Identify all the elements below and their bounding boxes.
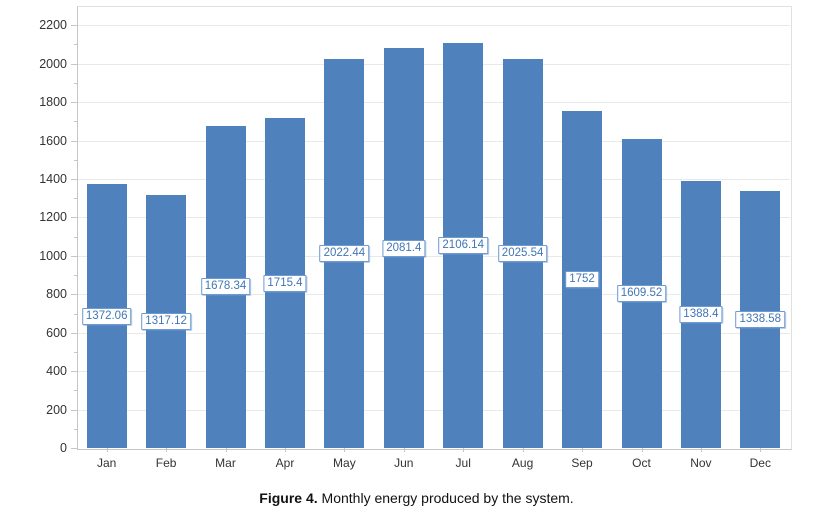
ytick-minor-1500 [74, 159, 77, 161]
xtick-oct [641, 448, 643, 452]
figure-caption: Figure 4. Monthly energy produced by the… [0, 490, 833, 506]
ytick-minor-100 [74, 428, 77, 430]
bar-label-aug: 2025.54 [497, 244, 548, 262]
figure-caption-number: Figure 4. [259, 490, 318, 506]
xtick-jan [106, 448, 108, 452]
bar-label-jul: 2106.14 [438, 237, 488, 255]
month-label-jun: Jun [394, 456, 414, 470]
xtick-dec [760, 448, 762, 452]
bar-label-jun: 2081.4 [382, 239, 426, 257]
ytick-minor-300 [74, 390, 77, 392]
xtick-mar [225, 448, 227, 452]
xtick-may [344, 448, 346, 452]
ytick-label-1000: 1000 [39, 248, 67, 263]
xtick-jul [463, 448, 465, 452]
gridline-2000 [78, 63, 790, 65]
ytick-minor-1700 [74, 121, 77, 123]
gridline-600 [78, 332, 790, 334]
ytick-major-1800 [71, 102, 77, 104]
xtick-nov [700, 448, 702, 452]
ytick-major-800 [71, 294, 77, 296]
month-label-may: May [333, 456, 356, 470]
gridline-2200 [78, 25, 790, 27]
ytick-major-1000 [71, 255, 77, 257]
bar-label-dec: 1338.58 [735, 310, 786, 328]
gridline-1400 [78, 179, 790, 180]
bar-label-may: 2022.44 [319, 245, 370, 263]
ytick-label-1800: 1800 [39, 95, 67, 110]
gridline-1800 [78, 102, 790, 104]
xtick-feb [166, 448, 168, 452]
ytick-major-600 [71, 332, 77, 334]
ytick-label-800: 800 [46, 287, 67, 302]
ytick-major-400 [71, 371, 77, 373]
gridline-1200 [78, 217, 790, 219]
ytick-label-1200: 1200 [39, 210, 67, 225]
month-label-mar: Mar [215, 456, 236, 470]
month-label-jan: Jan [97, 456, 117, 470]
bar-label-mar: 1678.34 [200, 278, 251, 296]
bar-label-apr: 1715.4 [263, 274, 307, 292]
ytick-label-400: 400 [46, 364, 67, 379]
month-label-feb: Feb [155, 456, 177, 470]
month-label-apr: Apr [275, 456, 295, 470]
ytick-major-1600 [71, 140, 77, 142]
ytick-major-2200 [71, 25, 77, 27]
ytick-major-1400 [71, 179, 77, 180]
month-label-nov: Nov [690, 456, 712, 470]
xtick-jun [403, 448, 405, 452]
ytick-label-2000: 2000 [39, 56, 67, 71]
ytick-major-1200 [71, 217, 77, 219]
bar-label-nov: 1388.4 [679, 306, 723, 324]
month-label-sep: Sep [571, 456, 593, 470]
ytick-minor-1900 [74, 82, 77, 84]
plot-area-border [77, 6, 792, 450]
bar-label-feb: 1317.12 [141, 312, 191, 330]
ytick-label-2200: 2200 [39, 18, 67, 33]
ytick-minor-1300 [74, 198, 77, 200]
ytick-minor-500 [74, 351, 77, 353]
ytick-label-200: 200 [46, 402, 67, 417]
ytick-major-0 [71, 448, 77, 449]
gridline-800 [78, 294, 790, 296]
xtick-sep [582, 448, 583, 452]
monthly-energy-bar-chart: 0 200 400 600 800 1000 1200 1400 1600 1800 2000 220… [39, 6, 792, 470]
month-label-jul: Jul [455, 456, 471, 470]
bar-label-sep: 1752 [565, 271, 599, 289]
month-label-oct: Oct [632, 456, 651, 470]
ytick-minor-1100 [74, 236, 77, 238]
ytick-minor-900 [74, 275, 77, 276]
gridline-400 [78, 371, 790, 373]
gridline-200 [78, 409, 790, 411]
month-label-dec: Dec [749, 456, 771, 470]
bar-label-oct: 1609.52 [616, 284, 667, 302]
ytick-major-2000 [71, 63, 77, 65]
bar-label-jan: 1372.06 [81, 307, 132, 325]
gridline-1000 [78, 255, 790, 257]
ytick-label-600: 600 [46, 325, 67, 340]
xtick-aug [522, 448, 524, 452]
ytick-minor-700 [74, 313, 77, 315]
figure-caption-text: Monthly energy produced by the system. [317, 490, 574, 506]
gridline-1600 [78, 140, 790, 142]
xtick-apr [285, 448, 286, 452]
month-label-aug: Aug [511, 456, 534, 470]
ytick-label-1600: 1600 [39, 133, 67, 148]
ytick-label-1400: 1400 [39, 172, 67, 186]
ytick-label-0: 0 [60, 441, 67, 455]
ytick-minor-2100 [74, 44, 77, 46]
ytick-major-200 [71, 409, 77, 411]
